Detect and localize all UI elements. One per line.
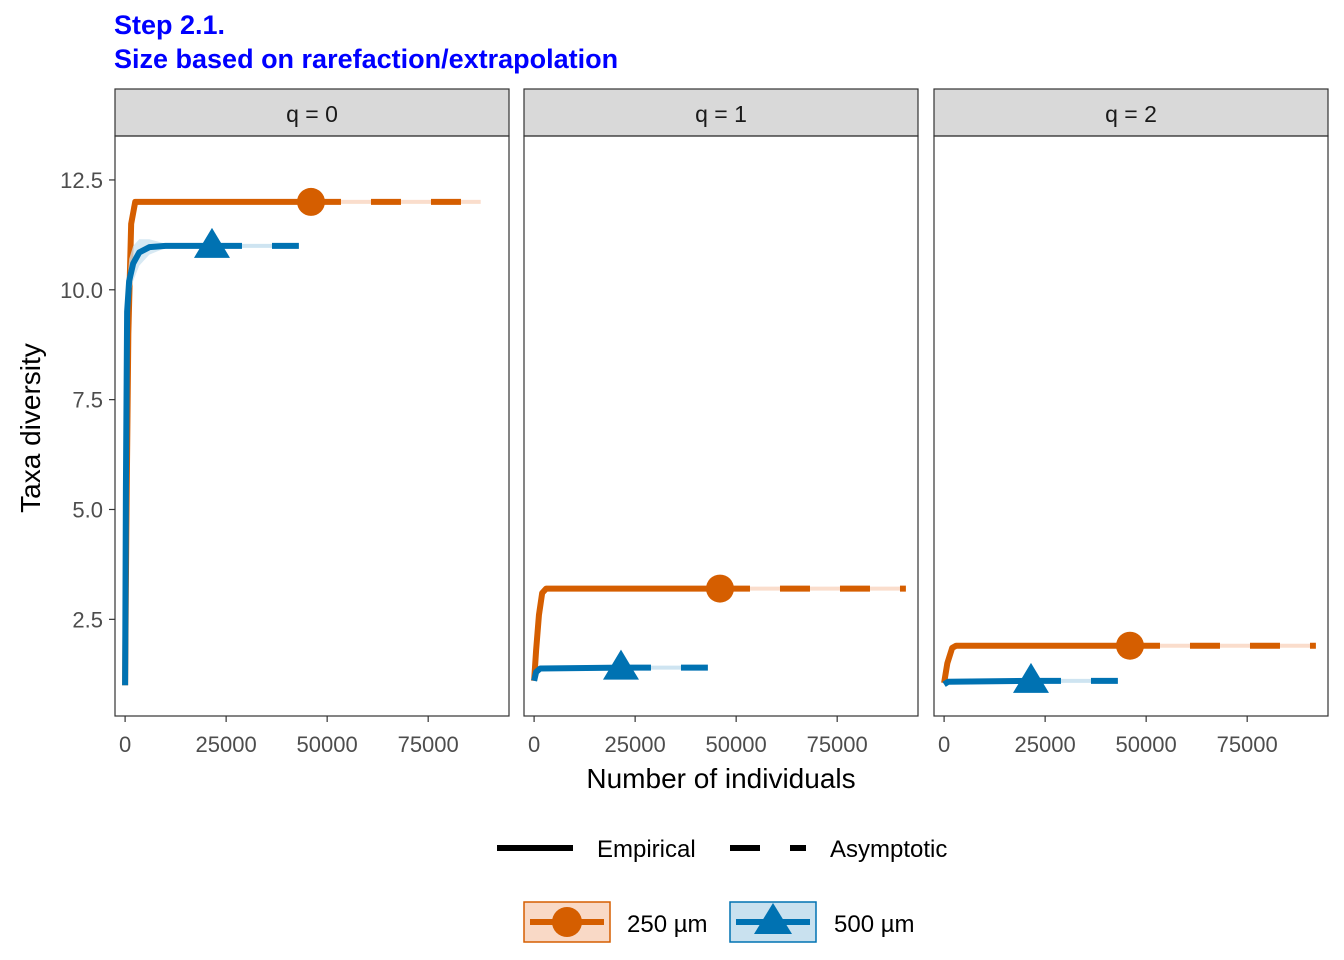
legend-500-label: 500 µm: [834, 911, 915, 938]
panel-strip-label: q = 2: [1105, 101, 1157, 127]
panel-border: [523, 135, 919, 717]
legend-250-key-point: [552, 907, 582, 937]
x-tick-label: 75000: [807, 732, 868, 757]
legend-asymptotic-label: Asymptotic: [830, 836, 947, 863]
y-tick-label: 10.0: [60, 278, 103, 303]
panel-plot-area: [531, 574, 906, 682]
x-tick-label: 0: [119, 732, 131, 757]
observed-point-250: [705, 574, 734, 603]
panel-strip: [933, 88, 1329, 137]
x-tick-label: 25000: [1015, 732, 1076, 757]
chart-title-line1: Step 2.1.: [114, 10, 225, 40]
x-tick-label: 25000: [196, 732, 257, 757]
panel-q1: q = 1 0 25000 50000 75000: [523, 88, 919, 757]
y-tick-label: 2.5: [72, 607, 103, 632]
observed-point-250: [296, 187, 325, 216]
legend-250-label: 250 µm: [627, 911, 708, 938]
panel-strip: [114, 88, 510, 137]
panel-strip-label: q = 1: [695, 101, 747, 127]
x-tick-label: 50000: [1116, 732, 1177, 757]
observed-point-500: [193, 227, 230, 258]
panel-q0: q = 0 0 25000 50000 75000 2.5 5.0 7.5 10.0 12.5: [60, 88, 510, 757]
legend-assemblages: 250 µm 500 µm: [523, 901, 915, 943]
legend-500-key-point: [754, 903, 792, 934]
panel-border: [114, 135, 510, 717]
panel-plot-area: [941, 631, 1316, 693]
panels: q = 00 25000 50000 750002.55.07.510.012.5q …: [60, 88, 1329, 757]
rarefaction-line-500: [531, 664, 622, 682]
rarefaction-line-250: [531, 585, 720, 682]
x-tick-label: 50000: [706, 732, 767, 757]
x-tick-label: 50000: [297, 732, 358, 757]
legend: Empirical Asymptotic 250 µm 500 µm: [497, 836, 947, 943]
ci-band-500: [125, 239, 212, 686]
y-tick-label: 12.5: [60, 168, 103, 193]
x-tick-label: 25000: [605, 732, 666, 757]
panel-plot-area: [122, 187, 481, 686]
x-tick-label: 0: [938, 732, 950, 757]
rarefaction-line-250: [941, 642, 1130, 684]
panel-border: [933, 135, 1329, 717]
observed-point-500: [1012, 662, 1049, 693]
rarefaction-line-250: [122, 198, 311, 686]
panel-strip-label: q = 0: [286, 101, 338, 127]
chart-title-line2: Size based on rarefaction/extrapolation: [114, 44, 618, 74]
x-tick-label: 0: [528, 732, 540, 757]
y-axis-title: Taxa diversity: [15, 343, 46, 513]
x-axis-title: Number of individuals: [586, 763, 855, 794]
legend-empirical-label: Empirical: [597, 836, 696, 863]
rarefaction-line-500: [122, 242, 212, 686]
legend-linetype: Empirical Asymptotic: [497, 836, 947, 863]
rarefaction-line-500: [942, 677, 1032, 687]
observed-point-500: [602, 649, 639, 680]
panel-q2: q = 2 0 25000 50000 75000: [933, 88, 1329, 757]
x-tick-label: 75000: [1217, 732, 1278, 757]
observed-point-250: [1115, 631, 1144, 660]
x-tick-label: 75000: [398, 732, 459, 757]
y-tick-label: 5.0: [72, 497, 103, 522]
ci-band-250: [125, 201, 311, 686]
panel-strip: [523, 88, 919, 137]
y-tick-label: 7.5: [72, 388, 103, 413]
